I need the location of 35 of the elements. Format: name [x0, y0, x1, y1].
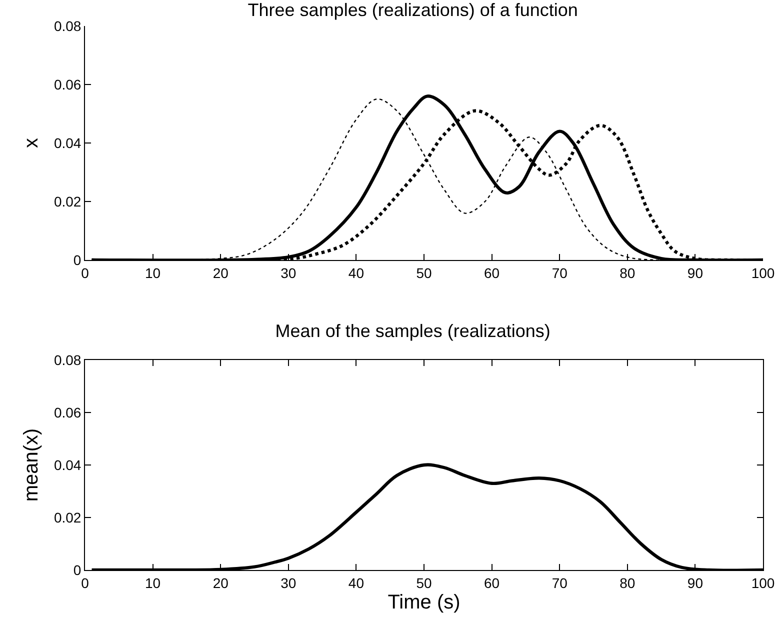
- x-tick-label: 40: [348, 264, 364, 281]
- y-axis-title: x: [20, 138, 42, 148]
- x-tick-label: 90: [687, 264, 704, 281]
- x-tick-label: 50: [416, 574, 432, 591]
- y-tick-label: 0.08: [54, 18, 82, 34]
- y-tick-label: 0.06: [54, 76, 82, 92]
- x-tick-label: 100: [751, 264, 775, 281]
- y-tick-label: 0.06: [54, 404, 82, 420]
- x-tick-label: 60: [484, 264, 500, 281]
- x-tick-label: 80: [620, 574, 636, 591]
- x-tick-label: 90: [687, 574, 704, 591]
- chart-title: Three samples (realizations) of a function: [248, 0, 578, 20]
- x-tick-label: 80: [620, 264, 636, 281]
- y-tick-label: 0: [73, 252, 82, 268]
- x-tick-label: 60: [484, 574, 500, 591]
- x-tick-label: 10: [145, 574, 161, 591]
- y-tick-label: 0.02: [54, 193, 82, 210]
- y-axis-title: mean(x): [20, 428, 42, 502]
- x-tick-label: 30: [280, 264, 296, 281]
- x-tick-label: 20: [212, 264, 229, 281]
- x-tick-label: 40: [348, 574, 364, 591]
- y-tick-label: 0.04: [54, 456, 82, 473]
- x-tick-label: 10: [145, 264, 161, 281]
- x-tick-label: 70: [552, 264, 568, 281]
- y-tick-label: 0: [73, 562, 82, 578]
- x-tick-label: 70: [552, 574, 568, 591]
- x-axis-title: Time (s): [388, 591, 460, 614]
- chart-title: Mean of the samples (realizations): [275, 321, 550, 342]
- x-tick-label: 30: [280, 574, 296, 591]
- y-tick-label: 0.04: [54, 134, 82, 151]
- x-tick-label: 50: [416, 264, 432, 281]
- x-tick-label: 100: [751, 574, 775, 591]
- y-tick-label: 0.08: [54, 352, 82, 368]
- y-tick-label: 0.02: [54, 509, 82, 526]
- x-tick-label: 20: [212, 574, 229, 591]
